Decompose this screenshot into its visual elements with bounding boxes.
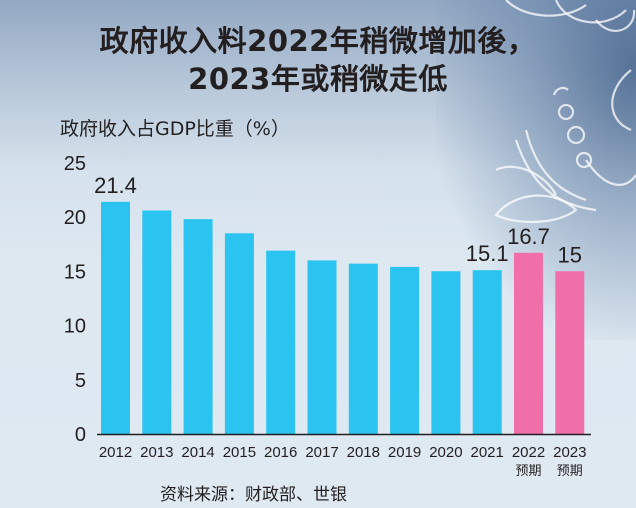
- bar-2023: [555, 271, 585, 434]
- x-tick-label: 2014: [181, 444, 214, 461]
- x-tick-label: 2012: [99, 444, 132, 461]
- y-tick-label: 5: [75, 370, 86, 392]
- x-tick-label: 2016: [264, 444, 297, 461]
- bar-2017: [307, 260, 337, 434]
- chart-title: 政府收入料2022年稍微增加後， 2023年或稍微走低: [0, 22, 636, 98]
- x-tick-label: 2019: [388, 444, 421, 461]
- y-tick-label: 0: [75, 424, 86, 446]
- x-tick-sublabel: 预期: [557, 464, 583, 479]
- data-label: 15: [558, 242, 582, 267]
- bar-2016: [266, 250, 296, 434]
- bar-2014: [183, 219, 213, 434]
- title-line-1: 政府收入料2022年稍微增加後，: [99, 24, 537, 58]
- x-tick-sublabel: 预期: [515, 464, 541, 479]
- x-tick-label: 2017: [305, 444, 338, 461]
- x-tick-label: 2015: [223, 444, 256, 461]
- data-label: 16.7: [507, 224, 550, 249]
- bar-2019: [390, 266, 420, 434]
- y-tick-label: 25: [64, 153, 86, 175]
- y-axis-label: 政府收入占GDP比重（%）: [60, 118, 290, 140]
- bar-2015: [224, 233, 254, 434]
- x-tick-label: 2020: [429, 444, 462, 461]
- bar-2018: [348, 263, 378, 434]
- y-tick-label: 15: [64, 261, 86, 283]
- title-line-2: 2023年或稍微走低: [188, 62, 448, 96]
- bar-2012: [101, 201, 130, 434]
- x-tick-label: 2013: [140, 444, 173, 461]
- source-note: 资料来源：财政部、世银: [160, 485, 347, 505]
- bar-2013: [142, 210, 172, 434]
- bar-2022: [514, 252, 543, 434]
- data-label: 15.1: [466, 241, 509, 266]
- x-tick-label: 2023: [553, 444, 586, 461]
- x-tick-label: 2018: [347, 444, 380, 461]
- bar-2020: [431, 271, 461, 434]
- data-label: 21.4: [94, 173, 137, 198]
- x-tick-label: 2022: [512, 444, 545, 461]
- bar-2021: [472, 270, 502, 434]
- y-tick-label: 10: [64, 316, 86, 338]
- y-tick-label: 20: [64, 207, 86, 229]
- x-tick-label: 2021: [471, 444, 504, 461]
